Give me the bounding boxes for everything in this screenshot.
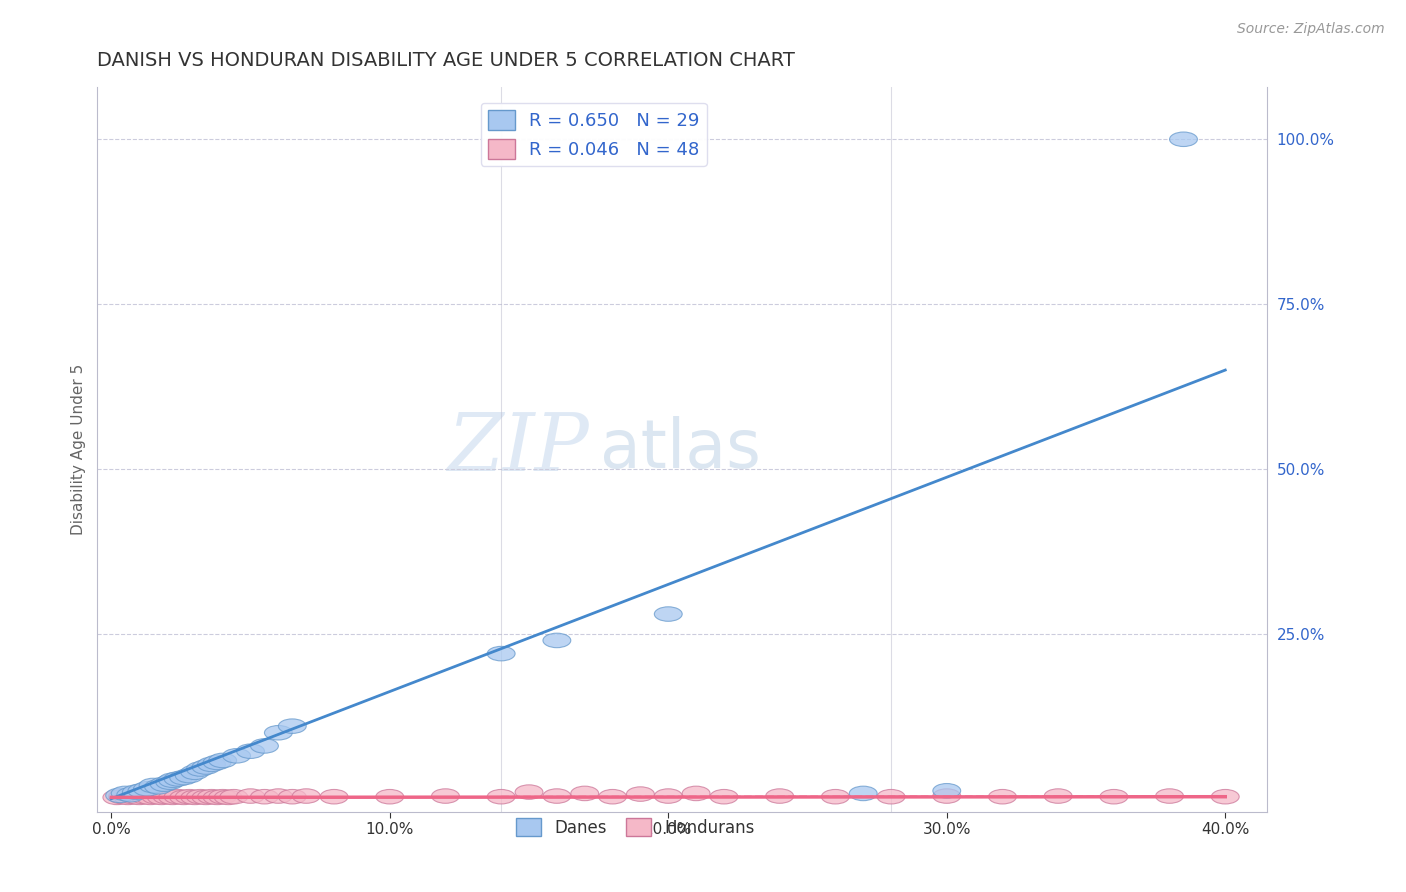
Ellipse shape: [264, 725, 292, 740]
Ellipse shape: [125, 790, 153, 805]
Ellipse shape: [139, 778, 167, 793]
Ellipse shape: [1045, 789, 1073, 804]
Ellipse shape: [148, 790, 176, 805]
Ellipse shape: [375, 789, 404, 804]
Ellipse shape: [187, 762, 214, 776]
Ellipse shape: [134, 781, 162, 796]
Ellipse shape: [122, 785, 150, 799]
Ellipse shape: [321, 789, 349, 804]
Y-axis label: Disability Age Under 5: Disability Age Under 5: [72, 364, 86, 535]
Ellipse shape: [654, 607, 682, 622]
Ellipse shape: [932, 783, 960, 798]
Ellipse shape: [488, 647, 515, 661]
Ellipse shape: [1099, 789, 1128, 804]
Ellipse shape: [156, 775, 184, 789]
Ellipse shape: [187, 789, 214, 804]
Ellipse shape: [988, 789, 1017, 804]
Ellipse shape: [222, 748, 250, 763]
Ellipse shape: [142, 789, 170, 804]
Ellipse shape: [571, 786, 599, 801]
Ellipse shape: [204, 756, 231, 770]
Ellipse shape: [165, 789, 193, 804]
Ellipse shape: [198, 757, 225, 772]
Ellipse shape: [278, 719, 307, 733]
Ellipse shape: [176, 768, 204, 783]
Ellipse shape: [515, 785, 543, 799]
Ellipse shape: [292, 789, 321, 804]
Ellipse shape: [198, 789, 225, 804]
Ellipse shape: [208, 753, 236, 768]
Ellipse shape: [176, 789, 204, 804]
Ellipse shape: [654, 789, 682, 804]
Ellipse shape: [1170, 132, 1198, 146]
Text: Source: ZipAtlas.com: Source: ZipAtlas.com: [1237, 22, 1385, 37]
Ellipse shape: [170, 790, 198, 805]
Ellipse shape: [1156, 789, 1184, 804]
Ellipse shape: [214, 790, 242, 805]
Text: ZIP: ZIP: [447, 410, 589, 488]
Ellipse shape: [108, 789, 136, 804]
Ellipse shape: [219, 789, 247, 804]
Ellipse shape: [114, 790, 142, 805]
Ellipse shape: [103, 790, 131, 805]
Ellipse shape: [932, 789, 960, 804]
Ellipse shape: [627, 787, 654, 801]
Ellipse shape: [181, 790, 208, 805]
Ellipse shape: [599, 789, 627, 804]
Ellipse shape: [208, 789, 236, 804]
Ellipse shape: [766, 789, 793, 804]
Ellipse shape: [136, 790, 165, 805]
Ellipse shape: [170, 771, 198, 785]
Ellipse shape: [204, 790, 231, 805]
Text: atlas: atlas: [600, 417, 761, 483]
Ellipse shape: [165, 772, 193, 786]
Ellipse shape: [278, 789, 307, 804]
Ellipse shape: [682, 786, 710, 801]
Ellipse shape: [153, 789, 181, 804]
Ellipse shape: [543, 633, 571, 648]
Ellipse shape: [105, 789, 134, 803]
Ellipse shape: [117, 788, 145, 802]
Ellipse shape: [250, 739, 278, 753]
Ellipse shape: [150, 777, 179, 791]
Ellipse shape: [543, 789, 571, 804]
Legend: Danes, Hondurans: Danes, Hondurans: [509, 812, 762, 844]
Ellipse shape: [159, 773, 187, 788]
Ellipse shape: [821, 789, 849, 804]
Ellipse shape: [181, 765, 208, 780]
Ellipse shape: [432, 789, 460, 804]
Ellipse shape: [849, 786, 877, 801]
Ellipse shape: [193, 790, 219, 805]
Ellipse shape: [159, 790, 187, 805]
Ellipse shape: [145, 780, 173, 794]
Ellipse shape: [120, 789, 148, 804]
Ellipse shape: [710, 789, 738, 804]
Ellipse shape: [877, 789, 905, 804]
Text: DANISH VS HONDURAN DISABILITY AGE UNDER 5 CORRELATION CHART: DANISH VS HONDURAN DISABILITY AGE UNDER …: [97, 51, 796, 70]
Ellipse shape: [488, 789, 515, 804]
Ellipse shape: [131, 789, 159, 804]
Ellipse shape: [128, 783, 156, 798]
Ellipse shape: [1212, 789, 1239, 804]
Ellipse shape: [236, 789, 264, 804]
Ellipse shape: [236, 744, 264, 758]
Ellipse shape: [264, 789, 292, 804]
Ellipse shape: [193, 760, 219, 774]
Ellipse shape: [250, 789, 278, 804]
Ellipse shape: [111, 786, 139, 801]
